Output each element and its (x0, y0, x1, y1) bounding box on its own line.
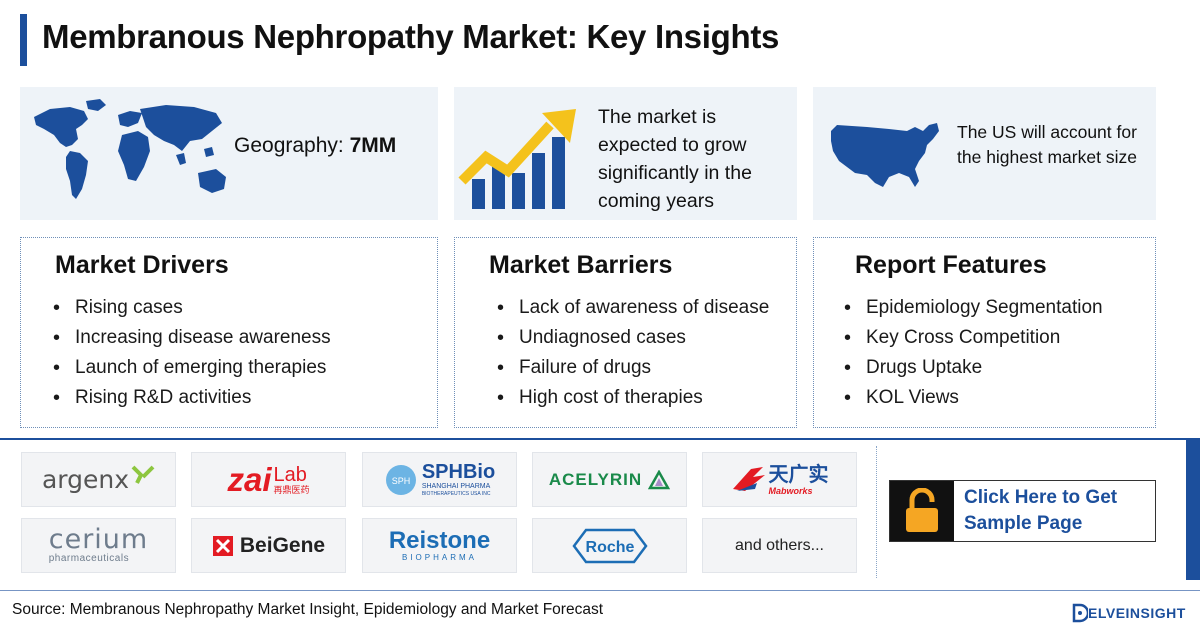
world-map-icon (34, 99, 226, 199)
section-divider (0, 438, 1200, 440)
report-features-panel: Report Features Epidemiology Segmentatio… (813, 237, 1156, 428)
cta-label-line1: Click Here to Get (964, 487, 1118, 508)
list-item: Drugs Uptake (842, 353, 1103, 383)
roche-logo: Roche (532, 518, 687, 573)
beigene-mark-icon (212, 535, 233, 556)
market-barriers-list: Lack of awareness of disease Undiagnosed… (495, 293, 769, 413)
side-accent-tab (1186, 440, 1200, 580)
report-features-title: Report Features (855, 251, 1047, 279)
market-drivers-panel: Market Drivers Rising cases Increasing d… (20, 237, 438, 428)
reistone-logo: Reistone BIOPHARMA (362, 518, 517, 573)
list-item: Rising R&D activities (51, 383, 331, 413)
list-item: Failure of drugs (495, 353, 769, 383)
acelyrin-logo: ACELYRIN (532, 452, 687, 507)
argenx-mark-icon (131, 465, 155, 484)
footer-divider (0, 590, 1200, 591)
list-item: Launch of emerging therapies (51, 353, 331, 383)
cerium-logo: cerium pharmaceuticals (21, 518, 176, 573)
mabworks-logo: 天广实 Mabworks (702, 452, 857, 507)
delveinsight-logo: ELVEINSIGHT (1072, 603, 1186, 623)
page-title: Membranous Nephropathy Market: Key Insig… (42, 18, 780, 55)
list-item: Key Cross Competition (842, 323, 1103, 353)
beigene-logo: BeiGene (191, 518, 346, 573)
list-item: Lack of awareness of disease (495, 293, 769, 323)
cta-label-line2: Sample Page (964, 513, 1083, 534)
market-drivers-list: Rising cases Increasing disease awarenes… (51, 293, 331, 413)
svg-text:Roche: Roche (585, 539, 634, 556)
list-item: Rising cases (51, 293, 331, 323)
market-drivers-title: Market Drivers (55, 251, 229, 279)
list-item: Undiagnosed cases (495, 323, 769, 353)
sphbio-badge-icon: SPH (385, 464, 416, 495)
growth-text: The market is expected to grow significa… (598, 106, 752, 212)
us-text: The US will account for the highest mark… (957, 122, 1137, 167)
sample-page-button[interactable]: Click Here to Get Sample Page (889, 480, 1156, 542)
list-item: KOL Views (842, 383, 1103, 413)
report-features-list: Epidemiology Segmentation Key Cross Comp… (842, 293, 1103, 413)
argenx-logo: argenx (21, 452, 176, 507)
title-accent-bar (20, 14, 27, 66)
list-item: Increasing disease awareness (51, 323, 331, 353)
others-text: and others... (735, 536, 824, 554)
us-map-icon (831, 123, 939, 187)
growth-chart-icon (458, 109, 576, 209)
delveinsight-d-icon (1072, 603, 1088, 623)
geography-text: Geography: 7MM (234, 134, 397, 157)
acelyrin-triangle-icon (648, 469, 671, 489)
roche-hexagon-icon: Roche (571, 528, 648, 563)
svg-text:SPH: SPH (392, 476, 411, 486)
unlock-icon (890, 481, 954, 541)
market-barriers-title: Market Barriers (489, 251, 673, 279)
growth-card: The market is expected to grow significa… (454, 87, 797, 220)
us-card: The US will account for the highest mark… (813, 87, 1156, 220)
list-item: High cost of therapies (495, 383, 769, 413)
list-item: Epidemiology Segmentation (842, 293, 1103, 323)
sphbio-logo: SPH SPHBio SHANGHAI PHARMA BIOTHERAPEUTI… (362, 452, 517, 507)
geography-card: Geography: 7MM (20, 87, 438, 220)
market-barriers-panel: Market Barriers Lack of awareness of dis… (454, 237, 797, 428)
mabworks-swoosh-icon (732, 466, 765, 491)
vertical-separator (876, 446, 877, 578)
others-label-box: and others... (702, 518, 857, 573)
zailab-logo: zai Lab 再鼎医药 (191, 452, 346, 507)
source-text: Source: Membranous Nephropathy Market In… (12, 601, 604, 618)
